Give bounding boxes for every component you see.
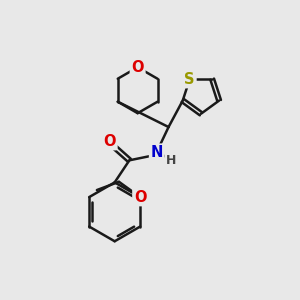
Text: O: O [131,60,144,75]
Text: O: O [134,190,146,205]
Text: N: N [151,145,163,160]
Text: O: O [103,134,116,149]
Text: H: H [166,154,177,167]
Text: S: S [184,72,195,87]
